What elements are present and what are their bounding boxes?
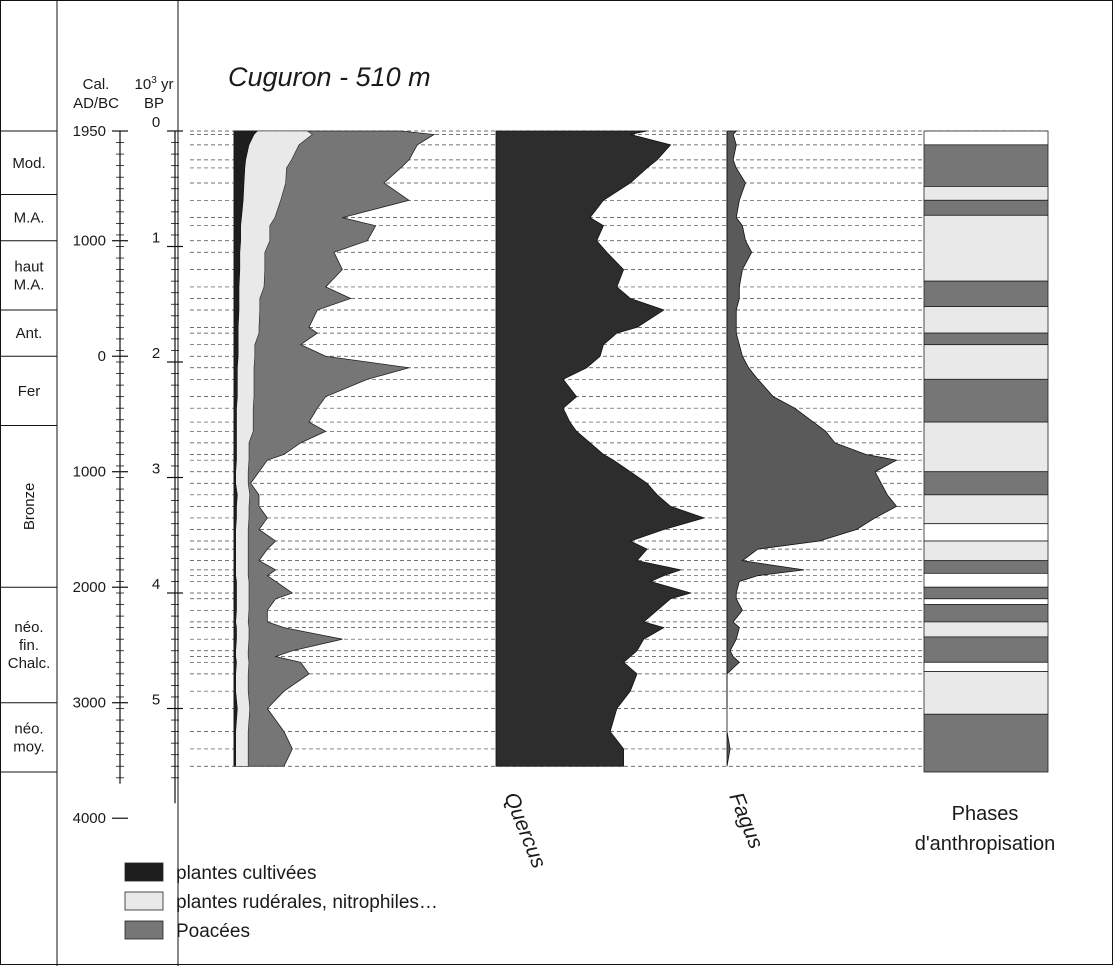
anthropogenic-indicators-curve — [233, 130, 436, 767]
phase-none — [923, 572, 1049, 588]
cal-axis-tick-label: 1000 — [73, 233, 106, 250]
period-label: Ant. — [16, 325, 43, 342]
phase-strong — [923, 713, 1049, 773]
bp-axis-tick-label: 1 — [152, 230, 160, 247]
cal-axis-tick-label: 0 — [98, 348, 106, 365]
period-label: M.A. — [14, 276, 45, 293]
cal-axis-tick-label: 1000 — [73, 464, 106, 481]
bp-axis-header-2: BP — [144, 95, 164, 112]
phase-strong — [923, 471, 1049, 496]
phase-strong — [923, 636, 1049, 663]
legend-label-cultivees: plantes cultivées — [176, 863, 316, 884]
cultivees-area — [233, 130, 259, 767]
period-label: Bronze — [21, 483, 38, 531]
chart-title: Cuguron - 510 m — [228, 62, 431, 92]
phase-none — [923, 661, 1049, 672]
bp-axis-header-unit: yr — [157, 76, 174, 93]
phase-strong — [923, 332, 1049, 346]
legend-label-ruderales: plantes rudérales, nitrophiles… — [176, 892, 438, 913]
quercus-label: Quercus — [499, 789, 550, 872]
legend-swatch-poacees — [124, 920, 164, 940]
cal-axis-tick-label: 3000 — [73, 695, 106, 712]
anthropisation-phases-column — [923, 130, 1049, 773]
period-label: fin. — [19, 637, 39, 654]
quercus-area — [495, 130, 706, 767]
period-label: néo. — [14, 720, 43, 737]
phase-light — [923, 494, 1049, 525]
cal-axis-header-2: AD/BC — [73, 95, 119, 112]
bp-axis-tick-label: 3 — [152, 461, 160, 478]
bp-axis-tick-label: 2 — [152, 345, 160, 362]
fagus-label: Fagus — [724, 789, 767, 852]
quercus-curve — [495, 130, 706, 767]
phase-strong — [923, 378, 1049, 423]
period-label: néo. — [14, 619, 43, 636]
phase-none — [923, 523, 1049, 542]
phase-strong — [923, 586, 1049, 600]
phase-strong — [923, 144, 1049, 187]
phase-strong — [923, 280, 1049, 307]
phase-light — [923, 214, 1049, 282]
period-label: M.A. — [14, 210, 45, 227]
poacees-area — [233, 130, 436, 767]
fagus-area — [726, 130, 898, 767]
legend-swatch-ruderales — [124, 891, 164, 911]
phase-light — [923, 621, 1049, 638]
bp-axis-header: 103 yr — [135, 75, 174, 93]
phases-label-2: d'anthropisation — [915, 833, 1056, 855]
phase-strong — [923, 604, 1049, 623]
phase-strong — [923, 199, 1049, 216]
depth-axis: 1950 1000 0 1000 2000 3000 4000 0 1 2 3 4 5 — [73, 114, 183, 827]
phase-light — [923, 306, 1049, 334]
period-label: Mod. — [12, 155, 45, 172]
period-column: Mod.M.A.hautM.A.Ant.FerBronzenéo.fin.Cha… — [0, 130, 57, 773]
phase-light — [923, 344, 1049, 380]
fagus-curve — [726, 130, 898, 767]
phase-none — [923, 598, 1049, 605]
phases-label-1: Phases — [952, 803, 1019, 825]
period-label: moy. — [13, 738, 44, 755]
phase-strong — [923, 560, 1049, 574]
bp-axis-tick-label: 4 — [152, 576, 160, 593]
legend-swatch-cultivees — [124, 862, 164, 882]
bp-axis-header-sup: 3 — [151, 75, 157, 86]
bp-axis-tick-label: 0 — [152, 114, 160, 131]
cal-axis-tick-label: 1950 — [73, 123, 106, 140]
cal-axis-tick-label: 4000 — [73, 810, 106, 827]
cal-axis-header-1: Cal. — [83, 76, 110, 93]
period-label: haut — [14, 258, 44, 275]
phase-light — [923, 186, 1049, 201]
ruderales-area — [233, 130, 313, 767]
legend-label-poacees: Poacées — [176, 921, 250, 942]
cal-axis-tick-label: 2000 — [73, 579, 106, 596]
period-label: Chalc. — [8, 655, 51, 672]
phase-light — [923, 421, 1049, 473]
phase-light — [923, 671, 1049, 715]
bp-axis-header-base: 10 — [135, 76, 152, 93]
phase-light — [923, 540, 1049, 562]
bp-axis-tick-label: 5 — [152, 692, 160, 709]
period-label: Fer — [18, 383, 41, 400]
phase-none — [923, 130, 1049, 146]
